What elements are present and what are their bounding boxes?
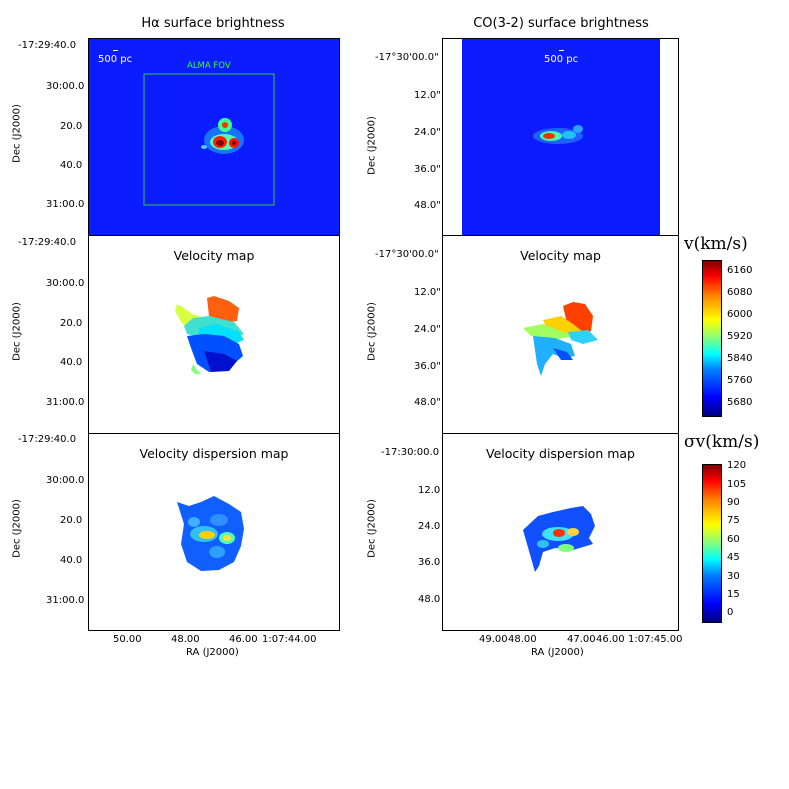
dispersion-colorbar — [702, 464, 722, 623]
scale-bar-label: 500 pc — [98, 54, 133, 65]
co-dispersion-map — [523, 506, 595, 572]
panel-title: Velocity dispersion map — [486, 446, 635, 461]
halpha-brightness-map — [143, 73, 275, 206]
co-dispersion-panel: Velocity dispersion map — [442, 433, 679, 631]
x-axis-label: RA (J2000) — [531, 647, 584, 658]
dispersion-colorbar-title: σv(km/s) — [684, 432, 760, 452]
co-brightness-map — [533, 125, 583, 144]
scale-bar-line — [113, 50, 118, 51]
xtick-label: 49.00 — [479, 634, 508, 645]
ytick-label: -17:29:40.0 — [18, 237, 77, 248]
panel-title: Velocity dispersion map — [139, 446, 289, 461]
colorbar-tick-label: 5920 — [727, 331, 753, 343]
y-axis-label: Dec (J2000) — [366, 499, 378, 558]
ytick-label: 48.0" — [414, 200, 441, 211]
ytick-label: -17:30:00.0 — [381, 447, 440, 458]
ytick-label: 30:00.0 — [46, 475, 85, 486]
colorbar-tick-label: 30 — [727, 570, 740, 582]
ytick-label: 24.0 — [418, 521, 441, 532]
y-axis-label: Dec (J2000) — [11, 104, 23, 163]
colorbar-tick-label: 5840 — [727, 353, 753, 365]
xtick-label: 1:07:44.00 — [262, 634, 317, 645]
ytick-label: 30:00.0 — [46, 81, 85, 92]
ytick-label: 31:00.0 — [46, 397, 85, 408]
velocity-colorbar-title: v(km/s) — [684, 234, 748, 254]
xtick-label: 50.00 — [113, 634, 142, 645]
panel-title: Velocity map — [520, 248, 601, 263]
ytick-label: 12.0 — [418, 485, 441, 496]
ytick-label: 30:00.0 — [46, 278, 85, 289]
y-axis-label: Dec (J2000) — [11, 302, 23, 361]
colorbar-tick-label: 6160 — [727, 265, 753, 277]
co-column-title: CO(3-2) surface brightness — [473, 16, 649, 31]
scale-bar-line — [559, 50, 564, 51]
scale-bar-label: 500 pc — [544, 54, 579, 65]
xtick-label: 47.00 — [567, 634, 596, 645]
xtick-label: 1:07:45.00 — [628, 634, 683, 645]
co-velocity-panel: Velocity map — [442, 235, 679, 434]
halpha-column-title: Hα surface brightness — [141, 16, 285, 31]
colorbar-tick-label: 105 — [727, 478, 747, 490]
xtick-label: 48.00 — [171, 634, 200, 645]
ytick-label: 20.0 — [60, 318, 83, 329]
colorbar-tick-label: 5680 — [727, 397, 753, 409]
ytick-label: 40.0 — [60, 160, 83, 171]
colorbar-tick-label: 5760 — [727, 375, 753, 387]
ytick-label: 24.0" — [414, 324, 441, 335]
ytick-label: 48.0 — [418, 594, 441, 605]
ytick-label: 36.0" — [414, 361, 441, 372]
colorbar-tick-label: 120 — [727, 460, 747, 472]
halpha-velocity-map — [175, 296, 244, 374]
halpha-dispersion-panel: Velocity dispersion map — [88, 433, 340, 631]
xtick-label: 46.00 — [596, 634, 625, 645]
y-axis-label: Dec (J2000) — [11, 499, 23, 558]
alma-fov-label: ALMA FOV — [187, 61, 231, 71]
ytick-label: 12.0" — [414, 287, 441, 298]
colorbar-tick-label: 6000 — [727, 309, 753, 321]
ytick-label: -17°30'00.0" — [375, 249, 439, 260]
halpha-velocity-panel: Velocity map — [88, 235, 340, 434]
ytick-label: 12.0" — [414, 90, 441, 101]
colorbar-tick-label: 15 — [727, 588, 740, 600]
colorbar-tick-label: 0 — [727, 607, 734, 619]
ytick-label: -17°30'00.0" — [375, 52, 439, 63]
colorbar-tick-label: 75 — [727, 515, 740, 527]
xtick-label: 48.00 — [508, 634, 537, 645]
co-brightness-panel: 500 pc — [442, 38, 679, 236]
y-axis-label: Dec (J2000) — [366, 116, 378, 175]
x-axis-label: RA (J2000) — [186, 647, 239, 658]
ytick-label: -17:29:40.0 — [18, 40, 77, 51]
xtick-label: 46.00 — [229, 634, 258, 645]
colorbar-tick-label: 90 — [727, 497, 740, 509]
ytick-label: 36.0" — [414, 164, 441, 175]
colorbar-tick-label: 6080 — [727, 287, 753, 299]
panel-title: Velocity map — [173, 248, 255, 263]
y-axis-label: Dec (J2000) — [366, 302, 378, 361]
ytick-label: 24.0" — [414, 127, 441, 138]
ytick-label: 20.0 — [60, 121, 83, 132]
ytick-label: 48.0" — [414, 397, 441, 408]
co-velocity-map — [523, 302, 598, 376]
ytick-label: 20.0 — [60, 515, 83, 526]
ytick-label: 31:00.0 — [46, 595, 85, 606]
ytick-label: 40.0 — [60, 555, 83, 566]
ytick-label: 40.0 — [60, 357, 83, 368]
velocity-colorbar — [702, 260, 722, 417]
ytick-label: 36.0 — [418, 557, 441, 568]
colorbar-tick-label: 45 — [727, 552, 740, 564]
colorbar-tick-label: 60 — [727, 533, 740, 545]
ytick-label: -17:29:40.0 — [18, 434, 77, 445]
halpha-brightness-panel: 500 pc ALMA FOV — [88, 38, 340, 236]
halpha-dispersion-map — [177, 496, 244, 571]
ytick-label: 31:00.0 — [46, 199, 85, 210]
